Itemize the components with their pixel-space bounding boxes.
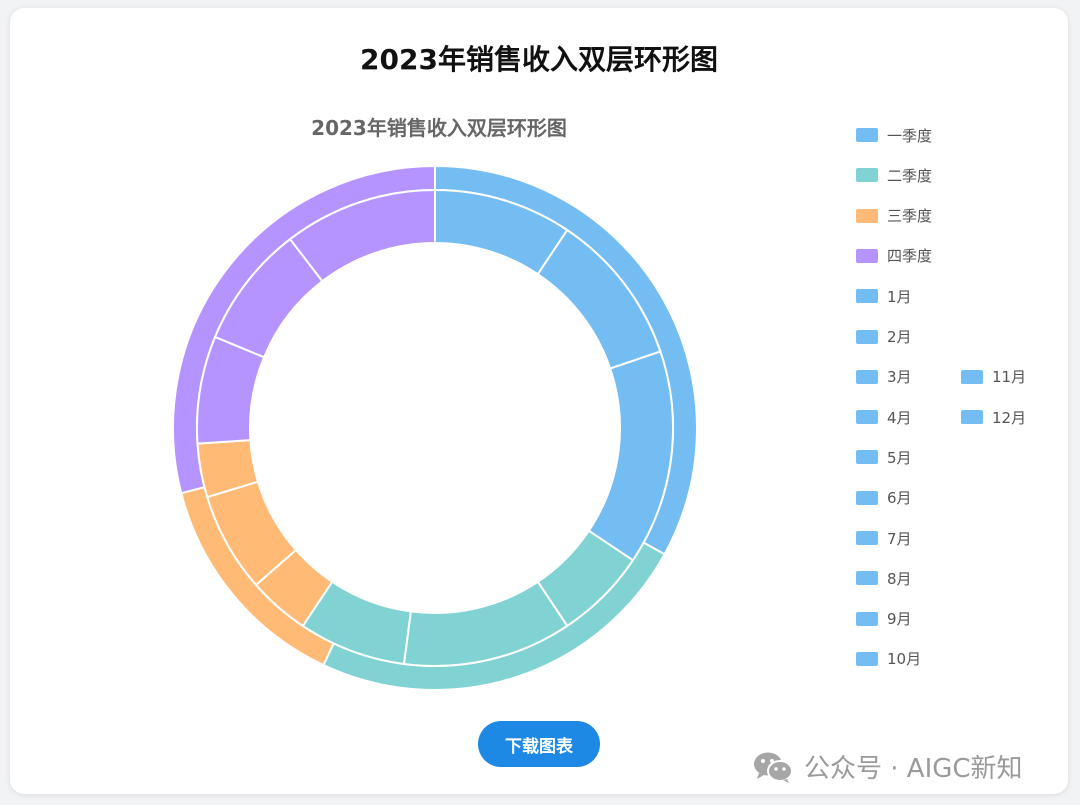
legend-swatch: [856, 571, 878, 586]
chart-card: 2023年销售收入双层环形图 2023年销售收入双层环形图 一季度二季度三季度四…: [10, 8, 1068, 794]
legend-item-一季度[interactable]: 一季度: [856, 125, 932, 145]
legend-swatch: [856, 369, 878, 384]
watermark-text: 公众号 · AIGC新知: [804, 754, 1023, 784]
legend-label: 11月: [992, 368, 1027, 387]
legend-swatch: [856, 531, 878, 545]
legend-item-5月[interactable]: 5月: [856, 447, 912, 467]
legend-swatch: [856, 208, 878, 223]
legend-item-4月[interactable]: 4月: [856, 407, 912, 427]
legend-item-三季度[interactable]: 三季度: [856, 206, 932, 226]
legend-item-四季度[interactable]: 四季度: [856, 246, 932, 266]
legend-item-9月[interactable]: 9月: [856, 609, 912, 629]
legend-swatch: [856, 248, 878, 263]
legend-label: 5月: [887, 448, 912, 467]
legend-swatch: [856, 329, 878, 344]
legend-label: 3月: [887, 368, 912, 387]
legend-swatch: [856, 611, 878, 626]
legend-item-1月[interactable]: 1月: [856, 286, 912, 306]
legend-swatch: [856, 128, 878, 142]
legend-swatch: [856, 490, 878, 505]
legend-label: 三季度: [887, 207, 933, 226]
legend-swatch: [961, 369, 983, 384]
legend-label: 4月: [887, 408, 912, 427]
legend-item-二季度[interactable]: 二季度: [856, 165, 932, 185]
page-title: 2023年销售收入双层环形图: [360, 43, 718, 76]
legend-item-2月[interactable]: 2月: [856, 327, 912, 347]
legend-item-3月[interactable]: 3月: [856, 367, 912, 387]
legend-item-7月[interactable]: 7月: [856, 528, 912, 548]
legend-item-8月[interactable]: 8月: [856, 568, 912, 588]
legend-swatch: [856, 450, 878, 465]
legend-label: 1月: [887, 287, 912, 306]
legend-label: 8月: [887, 569, 912, 588]
legend-label: 9月: [887, 610, 912, 629]
legend-swatch: [856, 289, 878, 304]
legend-label: 2月: [887, 328, 912, 346]
legend-label: 一季度: [887, 126, 933, 145]
double-donut-chart: [172, 164, 698, 691]
legend-label: 四季度: [887, 247, 933, 266]
watermark: 公众号 · AIGC新知: [752, 748, 1023, 785]
legend-swatch: [961, 410, 983, 425]
legend-swatch: [856, 168, 878, 183]
legend-item-11月[interactable]: 11月: [961, 367, 1026, 387]
legend-label: 10月: [887, 650, 922, 669]
legend-swatch: [856, 651, 878, 666]
month-slice-12月[interactable]: [288, 188, 436, 283]
legend-item-10月[interactable]: 10月: [856, 649, 921, 669]
legend-item-12月[interactable]: 12月: [961, 407, 1026, 427]
chart-title: 2023年销售收入双层环形图: [311, 116, 567, 140]
download-chart-button[interactable]: 下载图表: [478, 721, 600, 767]
legend-swatch: [856, 410, 878, 425]
legend-label: 6月: [887, 489, 912, 508]
wechat-icon: [754, 752, 793, 783]
legend-label: 二季度: [887, 166, 933, 185]
legend-label: 12月: [992, 408, 1027, 427]
legend-item-6月[interactable]: 6月: [856, 488, 912, 508]
legend-label: 7月: [887, 529, 912, 548]
